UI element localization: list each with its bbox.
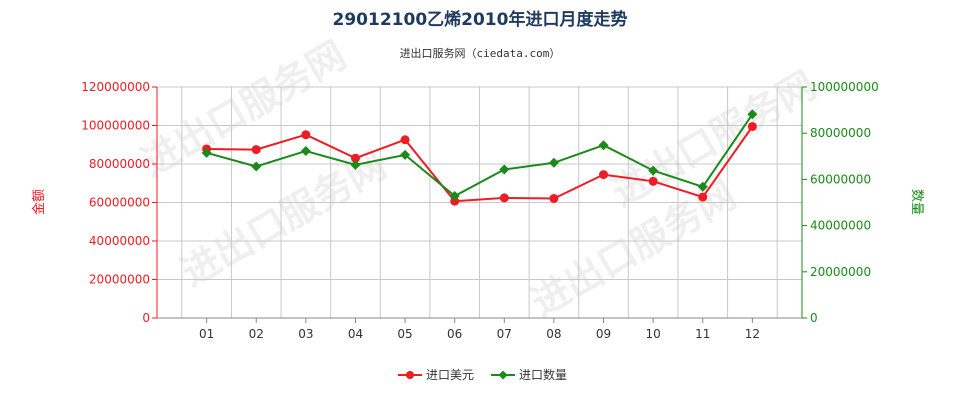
data-point-circle	[747, 121, 757, 131]
data-point-circle	[251, 145, 261, 155]
data-point-diamond	[201, 147, 212, 158]
data-point-diamond	[697, 181, 708, 192]
x-tick-label: 05	[397, 327, 412, 341]
data-point-diamond	[499, 164, 510, 175]
left-tick-label: 80000000	[89, 157, 150, 171]
data-point-circle	[350, 153, 360, 163]
grid	[157, 86, 802, 319]
data-point-circle	[599, 170, 609, 180]
left-tick-label: 20000000	[89, 273, 150, 287]
right-axis-ticks: 0 20000000 40000000 60000000 80000000 1000000…	[802, 80, 879, 325]
legend-label: 进口美元	[426, 368, 474, 382]
data-point-circle	[698, 192, 708, 202]
left-tick-label: 0	[142, 311, 150, 325]
x-tick-label: 03	[298, 327, 313, 341]
left-axis-title: 金额	[31, 189, 47, 215]
x-tick-label: 11	[695, 327, 710, 341]
right-tick-label: 0	[810, 311, 818, 325]
series-layer	[201, 109, 758, 206]
right-tick-label: 60000000	[810, 172, 871, 186]
data-point-circle	[400, 135, 410, 145]
left-tick-label: 60000000	[89, 196, 150, 210]
data-point-diamond	[400, 149, 411, 160]
right-axis-title: 数量	[909, 189, 924, 215]
legend-label: 进口数量	[519, 367, 567, 382]
data-point-circle	[499, 193, 509, 203]
left-tick-label: 40000000	[89, 234, 150, 248]
right-tick-label: 80000000	[810, 126, 871, 140]
right-tick-label: 40000000	[810, 219, 871, 233]
legend: 进口美元 进口数量	[398, 367, 567, 382]
data-point-circle	[549, 193, 559, 203]
left-tick-label: 100000000	[81, 119, 150, 133]
x-tick-label: 06	[447, 327, 462, 341]
x-tick-label: 09	[596, 327, 611, 341]
left-axis-ticks: 0 20000000 40000000 60000000 80000000 1000000…	[81, 80, 157, 325]
data-point-diamond	[300, 145, 311, 156]
data-point-diamond	[598, 140, 609, 151]
data-point-circle	[301, 130, 311, 140]
x-tick-label: 04	[348, 327, 363, 341]
data-point-diamond	[251, 161, 262, 172]
series-line	[206, 113, 754, 198]
x-axis-ticks: 01 02 03 04 05 06 07 08 09 10 11 12	[199, 318, 760, 341]
series-line	[206, 125, 754, 203]
data-point-circle	[648, 176, 658, 186]
chart-title: 29012100乙烯2010年进口月度走势	[333, 9, 628, 30]
chart-subtitle: 进出口服务网（ciedata.com）	[400, 46, 561, 60]
series-2	[201, 109, 758, 202]
data-point-circle	[450, 196, 460, 206]
data-point-diamond	[648, 165, 659, 176]
x-tick-label: 12	[745, 327, 760, 341]
x-tick-label: 01	[199, 327, 214, 341]
legend-marker-diamond	[498, 370, 508, 380]
legend-marker-circle	[406, 371, 414, 379]
data-point-diamond	[449, 191, 460, 202]
data-point-diamond	[747, 109, 758, 120]
x-tick-label: 08	[546, 327, 561, 341]
series-1	[202, 121, 757, 206]
right-tick-label: 20000000	[810, 265, 871, 279]
x-tick-label: 10	[646, 327, 661, 341]
data-point-diamond	[350, 159, 361, 170]
x-tick-label: 02	[249, 327, 264, 341]
right-tick-label: 100000000	[810, 80, 879, 94]
x-tick-label: 07	[497, 327, 512, 341]
watermark-text: 进出口服务网	[174, 143, 393, 295]
left-tick-label: 120000000	[81, 80, 150, 94]
data-point-diamond	[548, 157, 559, 168]
